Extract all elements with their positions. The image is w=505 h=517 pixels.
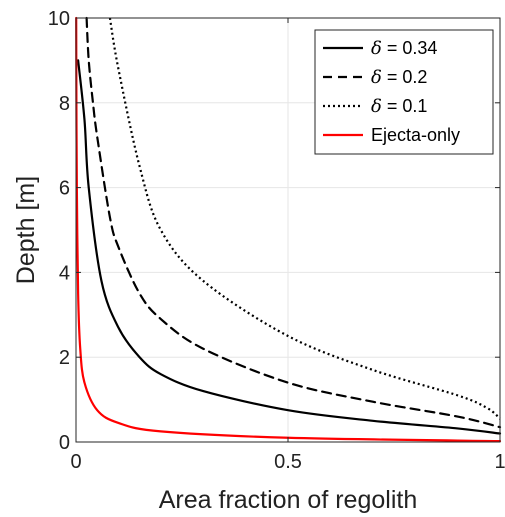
series-layer [75,16,502,443]
y-tick-label: 8 [59,93,70,115]
x-tick-label: 1 [494,451,505,473]
y-tick-label: 10 [48,8,70,30]
series-line-0-34 [77,59,502,435]
x-axis-title: Area fraction of regolith [159,486,417,514]
legend-label: Ejecta-only [371,125,460,145]
legend: δ = 0.34 δ = 0.2 δ = 0.1 Ejecta-only [314,29,494,155]
y-axis-title: Depth [m] [12,176,40,284]
y-tick-label: 6 [59,178,70,200]
legend-box [314,29,494,155]
legend-label: δ = 0.1 [371,96,427,117]
y-tick-label: 0 [59,432,70,454]
series-line-ejecta-only [75,16,502,443]
legend-label: δ = 0.2 [371,67,427,88]
y-tick-label: 4 [59,262,70,284]
x-tick-label: 0 [70,451,81,473]
legend-label: δ = 0.34 [371,38,437,59]
x-tick-label: 0.5 [274,451,302,473]
series-line-0-2 [85,16,502,429]
y-tick-label: 2 [59,347,70,369]
